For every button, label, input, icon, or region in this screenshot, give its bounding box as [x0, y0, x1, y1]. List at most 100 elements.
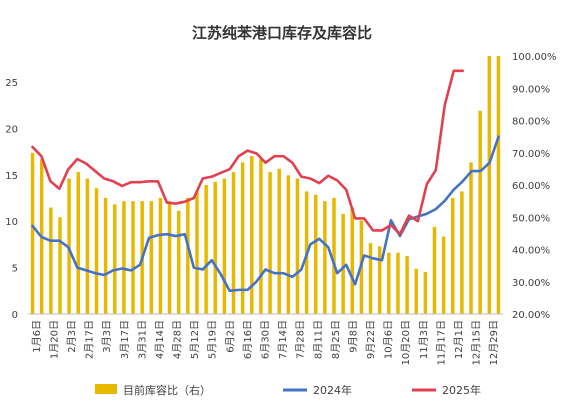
y-left-tick-label: 15 [5, 171, 18, 182]
y-right-tick-label: 50.00% [512, 213, 550, 224]
bar [76, 172, 80, 314]
bar [158, 197, 163, 314]
bar [250, 155, 254, 314]
y-right-tick-label: 60.00% [512, 181, 550, 192]
axes-layer: 0 5 10 15 20 25 20.00% 30.00% 40.00% 50.00% 60.00%… [5, 52, 556, 365]
bar [122, 201, 126, 315]
bar [377, 246, 382, 314]
bar [286, 175, 291, 314]
x-tick-label: 4月14日 [154, 320, 166, 359]
x-tick-label: 6月16日 [242, 320, 254, 359]
bar [277, 168, 281, 315]
bar [460, 191, 464, 314]
bar [131, 201, 135, 315]
bar [478, 110, 482, 314]
bar [368, 243, 373, 314]
y-right-tick-label: 70.00% [512, 149, 550, 160]
x-tick-label: 11月3日 [418, 320, 430, 359]
x-tick-label: 10月20日 [400, 320, 412, 365]
bar [58, 217, 62, 314]
y-right-tick-label: 80.00% [512, 117, 550, 128]
bar [405, 255, 409, 314]
legend-label: 目前库容比（右） [123, 383, 211, 397]
x-tick-label: 12月1日 [453, 320, 465, 359]
x-tick-label: 6月30日 [260, 320, 272, 359]
bar [323, 201, 327, 315]
chart-title: 江苏纯苯港口库存及库容比 [192, 24, 372, 42]
legend-label: 2024年 [313, 383, 352, 397]
x-tick-label: 12月29日 [488, 320, 500, 365]
bar [213, 181, 217, 314]
x-tick-label: 11月17日 [435, 320, 447, 365]
x-tick-label: 8月11日 [312, 320, 324, 359]
x-tick-label: 7月14日 [277, 320, 289, 359]
x-tick-label: 2月3日 [66, 320, 78, 353]
bar [149, 201, 154, 315]
x-tick-label: 3月3日 [101, 320, 113, 353]
series-line-2025 [31, 69, 464, 236]
bar [268, 172, 272, 314]
series-line-2024 [31, 135, 500, 293]
y-right-tick-label: 100.00% [512, 52, 557, 63]
lines-layer [31, 69, 500, 293]
bar [85, 178, 90, 314]
y-right-tick-label: 90.00% [512, 84, 550, 95]
x-tick-label: 8月25日 [330, 320, 342, 359]
x-tick-label: 6月2日 [224, 320, 236, 353]
y-left-tick-label: 0 [12, 310, 18, 321]
x-tick-label: 1月20日 [48, 320, 60, 359]
bar [350, 207, 355, 314]
x-tick-label: 2月17日 [84, 320, 96, 359]
bar [487, 56, 492, 314]
bar [423, 272, 428, 314]
x-tick-label: 1月6日 [31, 320, 43, 353]
bar [113, 204, 117, 314]
x-tick-label: 4月28日 [172, 320, 184, 359]
bar [496, 56, 501, 314]
x-tick-label: 5月12日 [189, 320, 201, 359]
bar [176, 210, 181, 314]
bar [396, 252, 400, 314]
bar [240, 162, 245, 314]
y-left-tick-label: 10 [5, 217, 18, 228]
x-tick-label: 10月6日 [383, 320, 395, 359]
y-left-tick-label: 25 [5, 78, 18, 89]
x-tick-label: 7月28日 [295, 320, 307, 359]
bar [451, 197, 455, 314]
y-right-tick-label: 40.00% [512, 246, 550, 257]
x-tick-label: 3月31日 [136, 320, 148, 359]
bar [94, 188, 99, 314]
bar [387, 252, 391, 314]
x-tick-label: 5月19日 [207, 320, 219, 359]
bar [222, 178, 227, 314]
bar [469, 162, 473, 314]
x-tick-label: 12月15日 [471, 320, 483, 365]
x-tick-label: 9月8日 [347, 320, 359, 353]
y-right-tick-label: 20.00% [512, 310, 550, 321]
legend: 目前库容比（右） 2024年 2025年 [95, 383, 481, 397]
bar [414, 268, 418, 314]
bar [432, 226, 437, 314]
legend-swatch-bar [95, 384, 117, 394]
bar [167, 201, 172, 315]
bar [295, 178, 300, 314]
bar [195, 191, 199, 314]
bar [231, 172, 236, 314]
bar [341, 214, 345, 314]
y-left-tick-label: 5 [12, 264, 18, 275]
bar [49, 207, 53, 314]
y-right-tick-label: 30.00% [512, 278, 550, 289]
bar [103, 197, 108, 314]
bar [441, 236, 446, 314]
bar [332, 197, 336, 314]
y-left-tick-label: 20 [5, 124, 18, 135]
bar [186, 197, 190, 314]
x-tick-label: 3月17日 [119, 320, 131, 359]
x-tick-label: 9月22日 [365, 320, 377, 359]
bar [30, 152, 35, 314]
bar [314, 194, 318, 314]
bar [204, 185, 208, 314]
bar [259, 159, 263, 314]
